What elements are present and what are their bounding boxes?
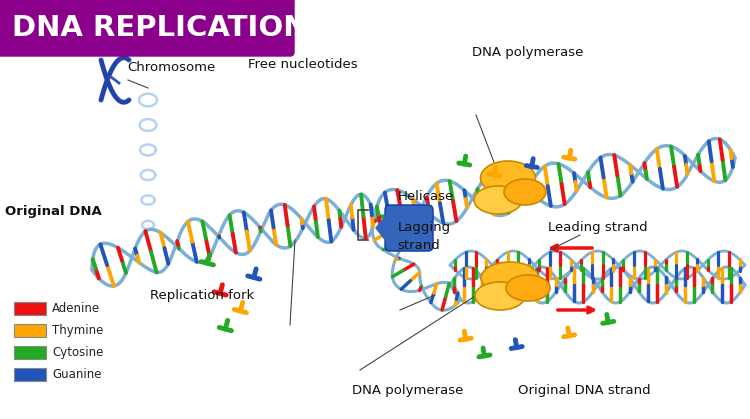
FancyBboxPatch shape <box>0 0 294 56</box>
Text: DNA polymerase: DNA polymerase <box>352 384 464 397</box>
Ellipse shape <box>474 186 522 214</box>
Text: Thymine: Thymine <box>52 324 104 337</box>
Text: Leading strand: Leading strand <box>548 220 647 234</box>
Text: Replication fork: Replication fork <box>150 289 254 302</box>
Text: Helicase: Helicase <box>398 190 454 204</box>
Text: Adenine: Adenine <box>52 302 100 315</box>
FancyBboxPatch shape <box>14 346 46 359</box>
Ellipse shape <box>481 161 536 195</box>
Text: Lagging: Lagging <box>398 220 451 234</box>
Ellipse shape <box>481 262 539 294</box>
Text: Free nucleotides: Free nucleotides <box>248 58 357 72</box>
Text: Original DNA: Original DNA <box>5 205 102 218</box>
Ellipse shape <box>475 282 525 310</box>
Ellipse shape <box>504 179 546 205</box>
FancyBboxPatch shape <box>385 205 433 251</box>
Text: DNA REPLICATION: DNA REPLICATION <box>12 14 307 42</box>
Text: strand: strand <box>398 238 440 252</box>
Text: Guanine: Guanine <box>52 368 101 381</box>
FancyBboxPatch shape <box>14 302 46 315</box>
Text: Cytosine: Cytosine <box>52 346 104 359</box>
Text: Chromosome: Chromosome <box>128 60 216 74</box>
Text: Original DNA strand: Original DNA strand <box>518 384 650 397</box>
Text: DNA polymerase: DNA polymerase <box>472 46 584 59</box>
FancyBboxPatch shape <box>14 324 46 337</box>
FancyBboxPatch shape <box>14 368 46 381</box>
Polygon shape <box>376 210 390 246</box>
Ellipse shape <box>506 275 550 301</box>
